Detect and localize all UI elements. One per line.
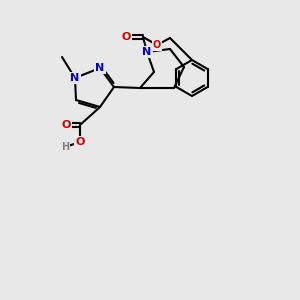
Text: O: O [121, 32, 131, 42]
Text: O: O [75, 137, 85, 147]
Text: H: H [61, 142, 69, 152]
Text: O: O [61, 120, 71, 130]
Text: N: N [70, 73, 80, 83]
Text: O: O [153, 40, 161, 50]
Text: N: N [95, 63, 105, 73]
Text: N: N [142, 47, 152, 57]
